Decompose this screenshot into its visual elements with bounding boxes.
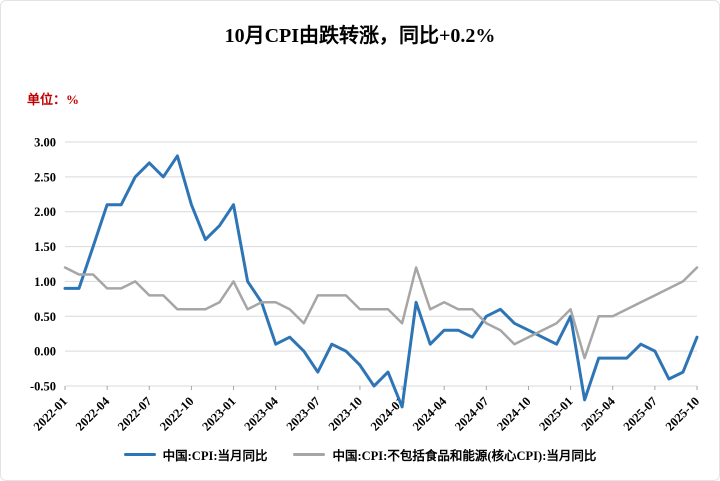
y-axis-tick-label: 3.00 — [34, 136, 56, 150]
y-axis-tick-label: -0.50 — [30, 380, 56, 394]
core-cpi-line-swatch — [293, 453, 326, 456]
x-axis-tick-label: 2025-07 — [621, 394, 660, 433]
x-axis-tick-label: 2023-07 — [284, 394, 323, 433]
chart-title: 10月CPI由跌转涨，同比+0.2% — [224, 25, 496, 47]
x-axis-tick-label: 2024-04 — [410, 394, 450, 434]
y-axis-tick-label: 0.00 — [34, 345, 56, 359]
x-axis-tick-label: 2025-10 — [663, 394, 702, 433]
x-axis-tick-label: 2022-10 — [157, 394, 196, 433]
cpi-legend-label: 中国:CPI:当月同比 — [162, 449, 268, 463]
chart-legend: 中国:CPI:当月同比 中国:CPI:不包括食品和能源(核心CPI):当月同比 — [1, 445, 719, 464]
cpi-line-swatch — [123, 453, 156, 456]
y-axis-tick-label: 1.00 — [34, 275, 56, 289]
core-cpi-series-line — [63, 266, 699, 360]
cpi-line-chart: -0.50 0.00 0.50 1.00 1.50 2.00 2.50 3.00 2022-01… — [30, 136, 702, 434]
y-axis-tick-label: 1.50 — [34, 240, 56, 254]
x-axis-tick-label: 2024-07 — [452, 394, 491, 433]
x-axis-tick-label: 2022-07 — [115, 394, 154, 433]
y-axis-tick-label: 0.50 — [34, 310, 56, 324]
x-axis-tick-label: 2024-01 — [368, 394, 407, 433]
cpi-series-line — [63, 154, 699, 409]
y-axis-tick-label: 2.00 — [34, 205, 56, 219]
x-axis-tick-label: 2024-10 — [494, 394, 533, 433]
legend-item-cpi: 中国:CPI:当月同比 — [123, 445, 268, 464]
unit-label: 单位：% — [27, 92, 80, 107]
x-axis-tick-label: 2023-01 — [199, 394, 238, 433]
x-axis-tick-label: 2022-04 — [73, 394, 113, 434]
x-axis-tick-label: 2023-04 — [241, 394, 281, 434]
legend-item-core-cpi: 中国:CPI:不包括食品和能源(核心CPI):当月同比 — [293, 445, 596, 464]
y-axis-tick-label: 2.50 — [34, 170, 56, 184]
core-cpi-legend-label: 中国:CPI:不包括食品和能源(核心CPI):当月同比 — [332, 449, 597, 463]
x-axis-tick-label: 2022-01 — [31, 394, 70, 433]
x-axis-tick-label: 2023-10 — [326, 394, 365, 433]
x-axis-tick-label: 2025-01 — [536, 394, 575, 433]
